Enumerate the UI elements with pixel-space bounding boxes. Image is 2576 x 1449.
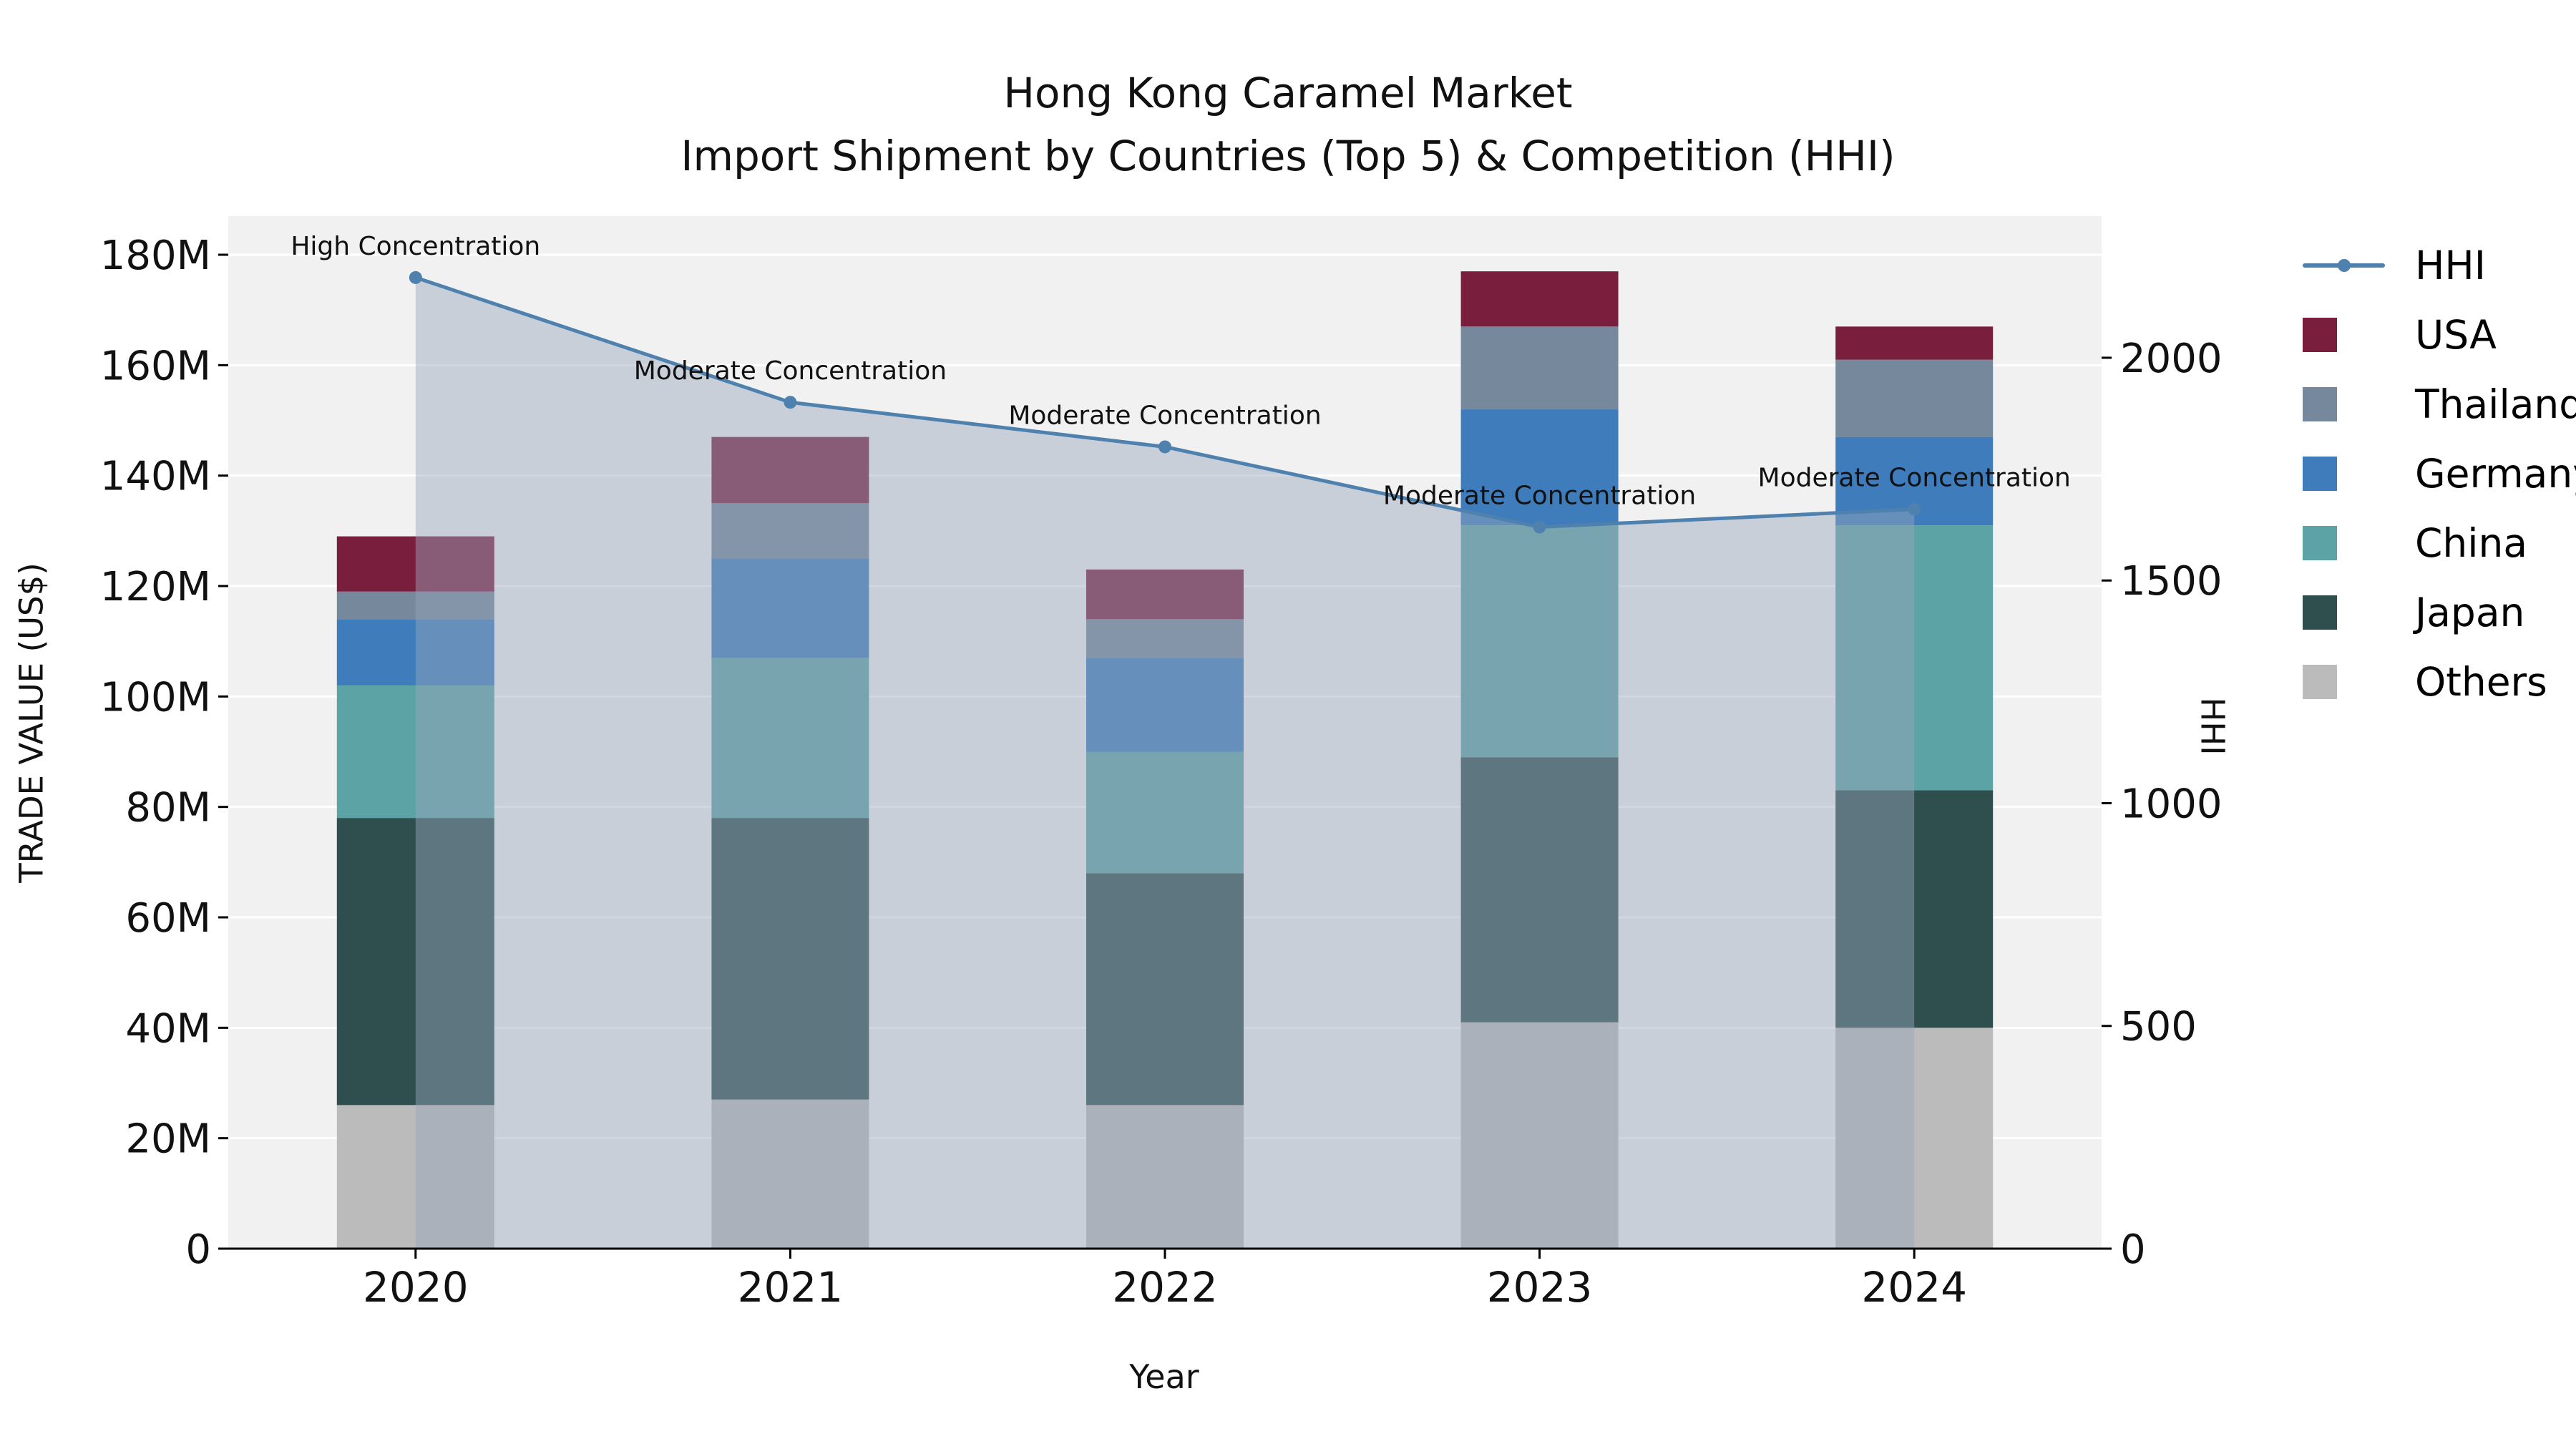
y-axis-label-right: HHI [2193,697,2232,756]
svg-text:2022: 2022 [1112,1263,1218,1312]
bar-segment-others-2021 [711,1099,869,1249]
legend-item-hhi: HHI [2303,230,2576,300]
svg-text:2000: 2000 [2120,336,2223,382]
svg-text:140M: 140M [100,454,211,500]
bar-segment-germany-2023 [1460,409,1619,526]
annotation-2021: Moderate Concentration [634,356,947,386]
bar-segment-thailand-2022 [1086,619,1244,658]
left-axis-tick-labels: 0 20M 40M 60M 80M 100M 120M 140M 160M 180M [100,233,211,1273]
bar-segment-china-2022 [1086,751,1244,874]
bar-segment-japan-2022 [1086,873,1244,1106]
legend-label: HHI [2415,242,2486,288]
legend-label: Japan [2415,589,2525,635]
stacked-bars [336,271,1994,1249]
bar-segment-usa-2023 [1460,271,1619,327]
legend-item-others: Others [2303,647,2576,716]
chart-title: Hong Kong Caramel Market Import Shipment… [0,62,2576,187]
bar-segment-germany-2020 [336,619,494,686]
legend-label: Thailand [2415,381,2576,427]
svg-text:160M: 160M [100,343,211,389]
bar-segment-thailand-2024 [1835,359,1994,437]
legend-item-germany: Germany [2303,439,2576,508]
legend-label: Others [2415,658,2547,705]
legend-swatch-icon [2303,386,2399,421]
legend-label: Germany [2415,450,2576,497]
legend-label: China [2415,519,2528,566]
bar-segment-usa-2022 [1086,569,1244,620]
chart-title-line2: Import Shipment by Countries (Top 5) & C… [680,132,1896,180]
hhi-marker-2023 [1533,520,1546,534]
hhi-line [409,270,1921,534]
chart-title-line1: Hong Kong Caramel Market [1003,69,1573,117]
svg-text:120M: 120M [100,564,211,610]
bar-segment-usa-2024 [1835,326,1994,360]
y-axis-label-left: TRADE VALUE (US$) [12,562,51,883]
bar-segment-thailand-2021 [711,503,869,559]
legend-item-japan: Japan [2303,577,2576,647]
bar-segment-china-2024 [1835,525,1994,791]
bar-segment-japan-2021 [711,818,869,1100]
legend-swatch-icon [2303,595,2399,630]
legend-line-sample-icon [2303,248,2399,283]
bar-segment-japan-2020 [336,818,494,1106]
hhi-marker-2022 [1158,440,1171,454]
svg-text:80M: 80M [125,785,211,831]
svg-text:20M: 20M [125,1116,211,1163]
annotation-2022: Moderate Concentration [1008,401,1321,430]
svg-text:1500: 1500 [2120,558,2223,605]
hhi-marker-2020 [409,270,422,284]
bar-segment-germany-2022 [1086,658,1244,752]
legend-item-china: China [2303,508,2576,577]
bar-segment-germany-2021 [711,558,869,658]
axes-frame [218,253,2112,1259]
annotation-2020: High Concentration [291,232,540,261]
hhi-marker-2021 [784,396,797,409]
legend-swatch-icon [2303,317,2399,352]
bar-segment-china-2023 [1460,525,1619,758]
annotation-2024: Moderate Concentration [1758,464,2071,493]
svg-text:100M: 100M [100,674,211,721]
bar-segment-usa-2021 [711,436,869,504]
bar-segment-others-2023 [1460,1022,1619,1249]
hhi-marker-2024 [1908,502,1921,516]
svg-text:2020: 2020 [363,1263,469,1312]
annotations: High Concentration Moderate Concentration… [291,232,2070,511]
bar-segment-usa-2020 [336,536,494,592]
legend-swatch-icon [2303,664,2399,699]
bar-segment-japan-2024 [1835,790,1994,1028]
svg-text:0: 0 [2120,1226,2146,1273]
legend-swatch-icon [2303,456,2399,491]
svg-text:500: 500 [2120,1004,2197,1050]
svg-text:0: 0 [185,1226,211,1273]
legend-label: USA [2415,311,2497,358]
x-axis-label: Year [1129,1357,1199,1396]
bar-segment-china-2021 [711,658,869,819]
svg-text:2023: 2023 [1487,1263,1593,1312]
svg-text:40M: 40M [125,1005,211,1052]
legend-item-thailand: Thailand [2303,369,2576,439]
chart-legend: HHI USA Thailand Germany China Japan Others [2303,230,2576,716]
svg-text:180M: 180M [100,233,211,279]
bar-segment-thailand-2020 [336,591,494,620]
legend-swatch-icon [2303,525,2399,560]
bar-segment-others-2022 [1086,1105,1244,1249]
annotation-2023: Moderate Concentration [1383,482,1696,511]
bar-segment-japan-2023 [1460,757,1619,1023]
x-axis-tick-labels: 2020 2021 2022 2023 2024 [363,1263,1967,1312]
bar-segment-others-2024 [1835,1028,1994,1249]
hhi-area [415,277,1915,1249]
right-axis-tick-labels: 0 500 1000 1500 2000 [2120,336,2223,1273]
svg-text:2021: 2021 [738,1263,844,1312]
bar-segment-thailand-2023 [1460,326,1619,410]
legend-item-usa: USA [2303,300,2576,369]
bar-segment-china-2020 [336,685,494,819]
svg-text:60M: 60M [125,895,211,942]
svg-text:2024: 2024 [1861,1263,1967,1312]
bar-segment-others-2020 [336,1105,494,1249]
svg-text:1000: 1000 [2120,781,2223,827]
